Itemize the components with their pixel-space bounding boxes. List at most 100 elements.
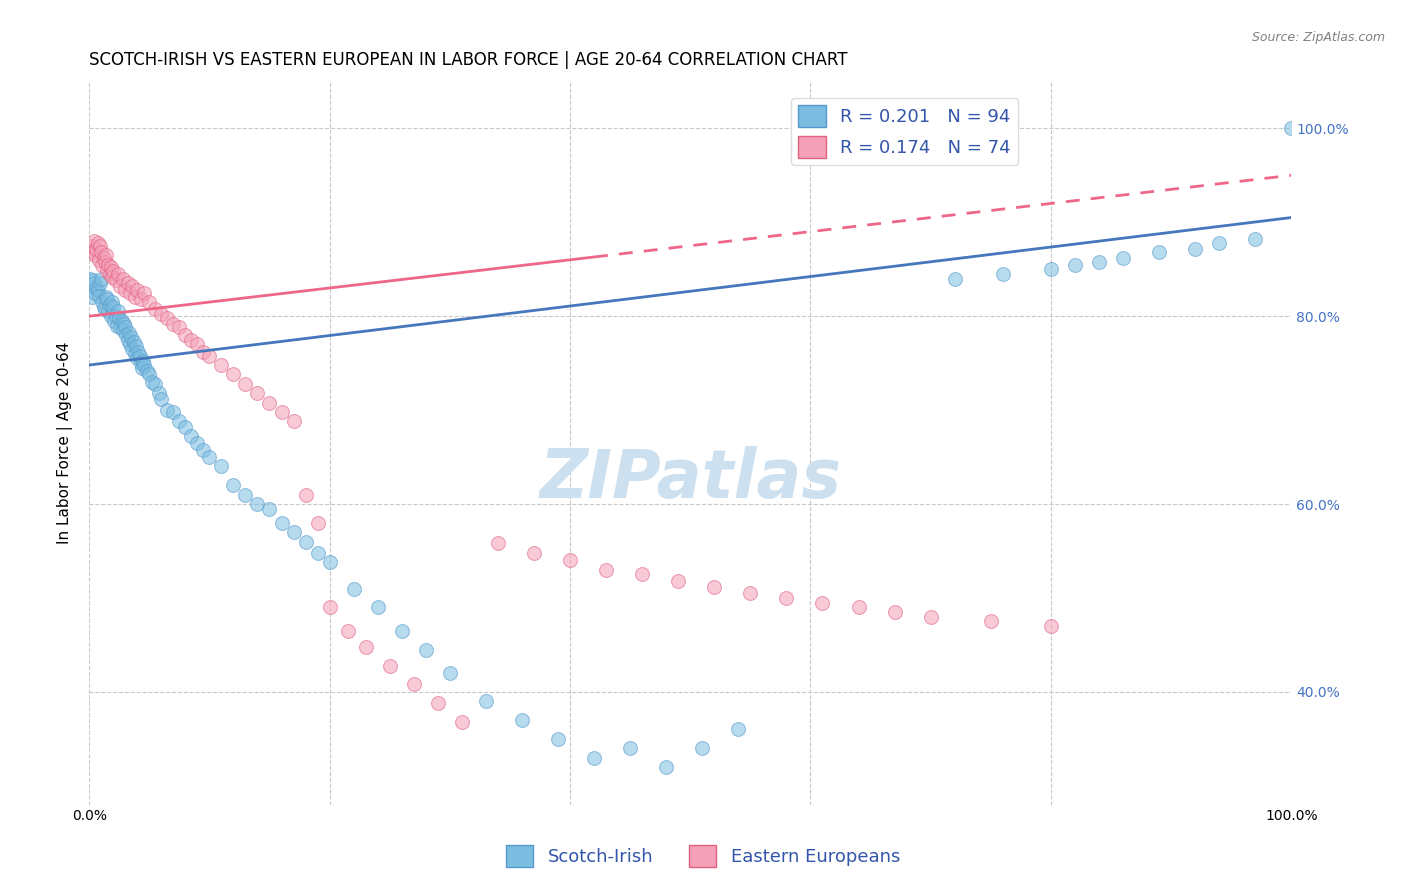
Point	[112, 317, 135, 331]
Point	[1279, 121, 1302, 136]
Point	[118, 285, 141, 300]
Point	[198, 450, 221, 464]
Legend: Scotch-Irish, Eastern Europeans: Scotch-Irish, Eastern Europeans	[499, 838, 907, 874]
Point	[186, 436, 208, 450]
Point	[122, 335, 145, 350]
Point	[920, 609, 942, 624]
Point	[87, 288, 110, 302]
Point	[90, 245, 112, 260]
Point	[124, 290, 146, 304]
Legend: R = 0.201   N = 94, R = 0.174   N = 74: R = 0.201 N = 94, R = 0.174 N = 74	[792, 97, 1018, 165]
Point	[103, 264, 125, 278]
Point	[354, 640, 377, 654]
Point	[127, 344, 149, 359]
Point	[402, 677, 425, 691]
Point	[235, 376, 257, 391]
Point	[96, 293, 118, 307]
Point	[307, 516, 329, 530]
Point	[222, 478, 245, 492]
Point	[246, 497, 269, 511]
Point	[1208, 235, 1230, 250]
Point	[110, 314, 132, 328]
Point	[94, 301, 117, 316]
Point	[475, 694, 498, 708]
Point	[97, 304, 120, 318]
Point	[111, 271, 134, 285]
Point	[103, 300, 125, 314]
Point	[103, 314, 125, 328]
Point	[127, 351, 149, 366]
Point	[169, 414, 191, 428]
Point	[193, 442, 215, 457]
Point	[101, 269, 124, 284]
Point	[104, 309, 127, 323]
Point	[110, 320, 132, 334]
Point	[162, 317, 184, 331]
Point	[97, 258, 120, 272]
Point	[883, 605, 905, 619]
Point	[134, 358, 156, 372]
Point	[87, 252, 110, 267]
Point	[86, 283, 108, 297]
Point	[91, 258, 114, 272]
Point	[135, 364, 157, 378]
Point	[547, 731, 569, 746]
Point	[439, 666, 461, 681]
Point	[486, 536, 509, 550]
Point	[318, 555, 340, 569]
Point	[283, 525, 305, 540]
Point	[107, 267, 129, 281]
Point	[523, 546, 546, 560]
Point	[294, 534, 316, 549]
Point	[124, 347, 146, 361]
Point	[980, 615, 1002, 629]
Point	[80, 290, 103, 304]
Point	[318, 600, 340, 615]
Text: Source: ZipAtlas.com: Source: ZipAtlas.com	[1251, 31, 1385, 45]
Point	[83, 277, 105, 291]
Point	[336, 624, 359, 638]
Point	[259, 395, 281, 409]
Point	[101, 295, 124, 310]
Point	[129, 356, 152, 370]
Point	[86, 235, 108, 250]
Point	[283, 414, 305, 428]
Point	[156, 311, 179, 326]
Point	[83, 234, 105, 248]
Point	[94, 248, 117, 262]
Point	[631, 567, 654, 582]
Point	[90, 271, 112, 285]
Point	[1064, 258, 1087, 272]
Point	[127, 283, 149, 297]
Point	[86, 242, 108, 256]
Point	[426, 696, 449, 710]
Point	[367, 600, 389, 615]
Point	[104, 273, 127, 287]
Point	[1184, 242, 1206, 256]
Point	[94, 290, 117, 304]
Point	[96, 264, 118, 278]
Point	[110, 279, 132, 293]
Point	[294, 488, 316, 502]
Point	[703, 580, 725, 594]
Point	[100, 260, 122, 275]
Y-axis label: In Labor Force | Age 20-64: In Labor Force | Age 20-64	[58, 342, 73, 544]
Point	[943, 271, 966, 285]
Point	[84, 285, 107, 300]
Point	[131, 360, 153, 375]
Point	[655, 760, 678, 774]
Point	[162, 405, 184, 419]
Point	[180, 429, 202, 443]
Point	[186, 337, 208, 351]
Point	[1039, 262, 1062, 277]
Point	[156, 403, 179, 417]
Point	[235, 488, 257, 502]
Point	[93, 300, 115, 314]
Point	[690, 741, 713, 756]
Point	[79, 271, 101, 285]
Point	[1088, 254, 1111, 268]
Point	[117, 277, 139, 291]
Point	[79, 244, 101, 258]
Point	[114, 283, 136, 297]
Point	[1147, 245, 1170, 260]
